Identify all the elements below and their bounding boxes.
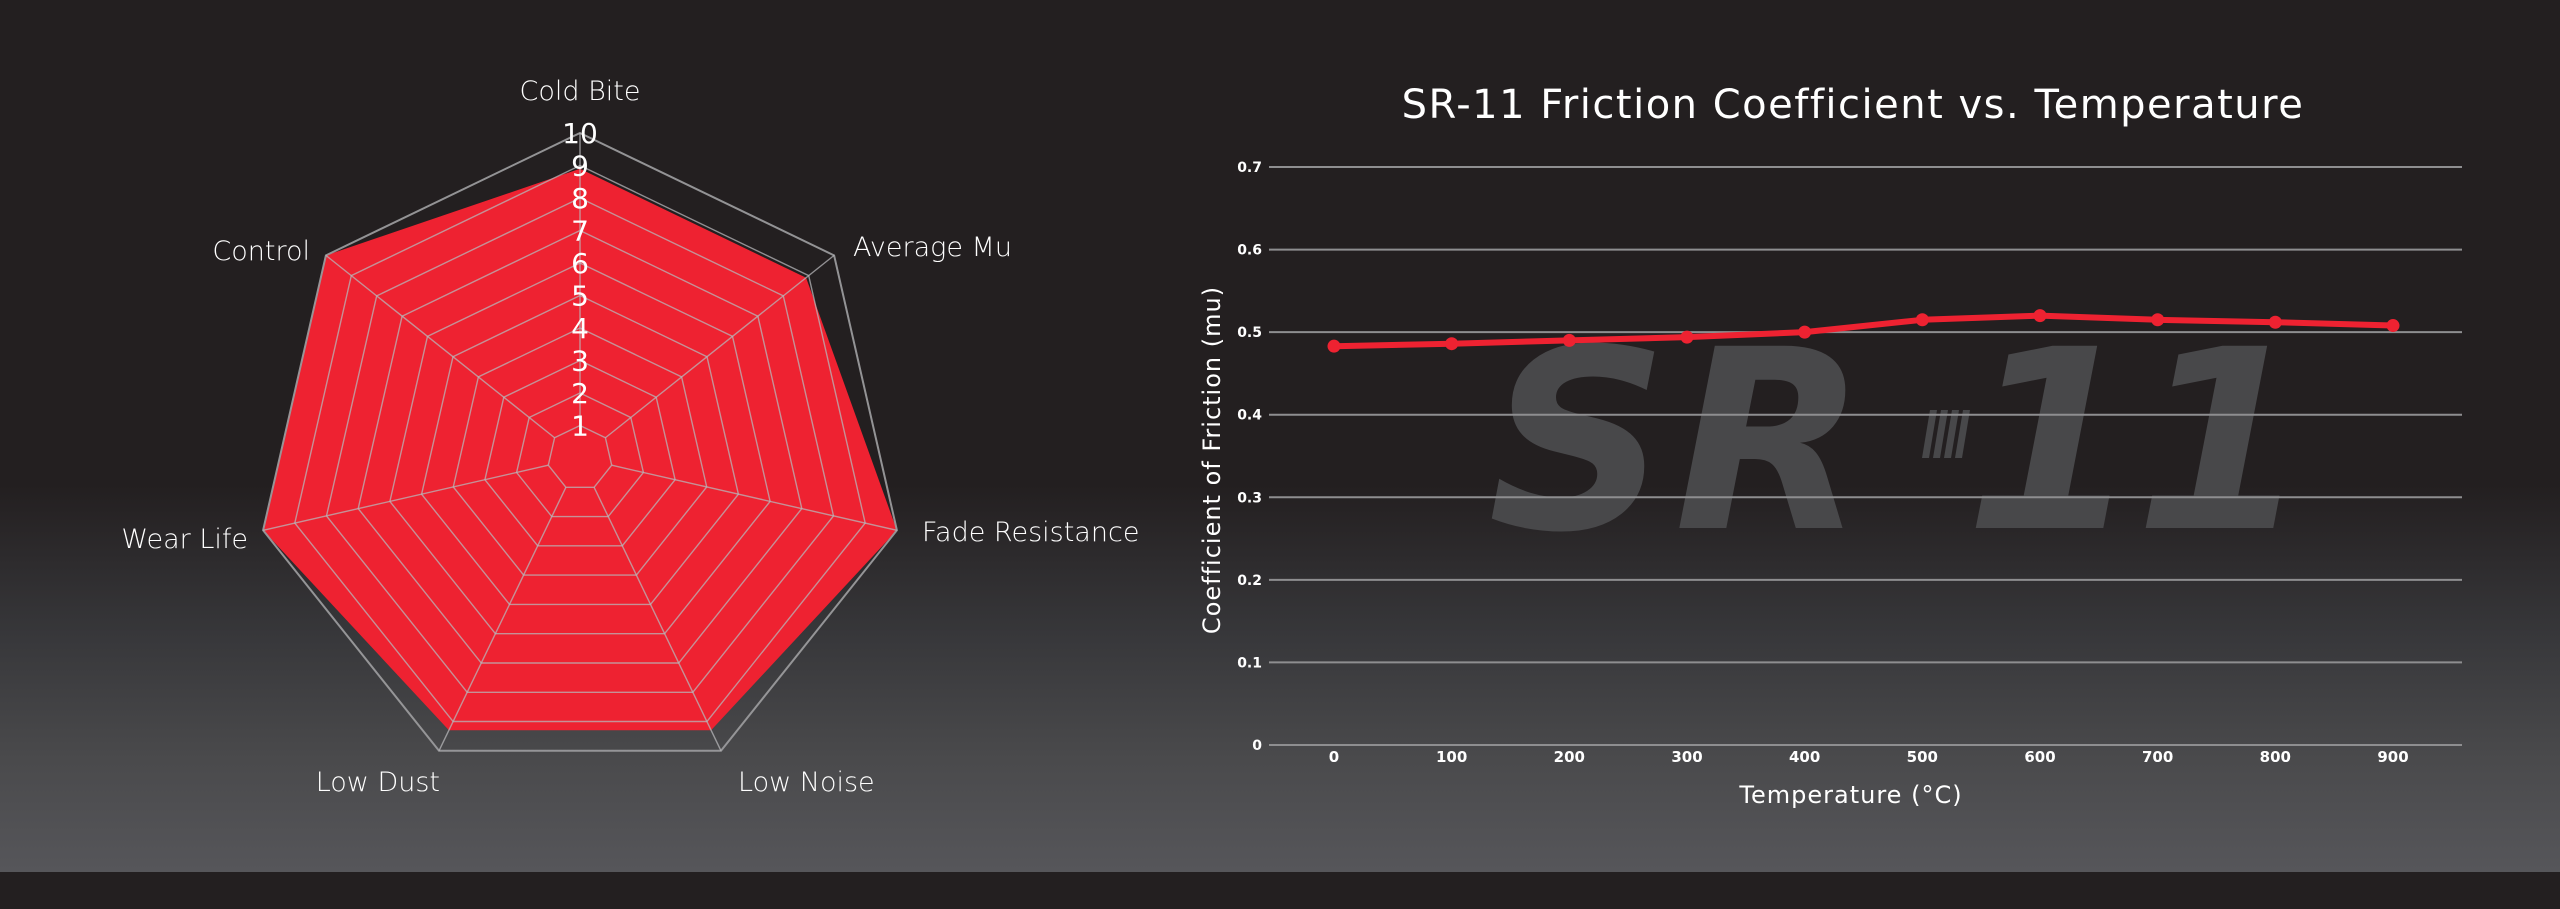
x-tick-labels: 0 100 200 300 400 500 600 700 800 900 [1329,748,2409,766]
grid-lines [1269,166,2462,746]
radar-ring-10 [262,131,898,752]
x-tick-label: 300 [1671,748,1702,766]
radar-grid-layer [262,131,898,752]
x-tick-label: 400 [1789,748,1820,766]
data-point [2033,309,2047,323]
radar-fill-layer [263,168,897,731]
data-point [1680,330,1694,344]
y-tick-label: 0.5 [1237,325,1262,341]
data-point [1327,339,1341,353]
radar-ring-2 [515,392,645,518]
radar-ring-label-8: 8 [571,182,589,215]
x-tick-label: 700 [2142,748,2173,766]
y-tick-labels: 0 0.1 0.2 0.3 0.4 0.5 0.6 0.7 [1237,160,1262,754]
radar-axis-label-low-noise: Low Noise [738,767,875,798]
watermark-number: 11 [1965,296,2305,587]
x-axis-title: Temperature (°C) [1738,781,1962,809]
x-tick-label: 800 [2260,748,2291,766]
line-chart: SR 11 SR-11 Friction Coefficient vs. Temp… [1198,82,2462,809]
radar-axis-label-average-mu: Average Mu [853,232,1012,263]
radar-ring-6 [389,262,771,635]
radar-spoke-control [325,254,556,439]
y-tick-label: 0 [1252,738,1262,754]
radar-ring-label-5: 5 [571,280,589,313]
radar-ring-label-2: 2 [571,377,589,410]
y-tick-label: 0.2 [1237,573,1262,589]
radar-spoke-low-dust [438,486,567,752]
y-tick-label: 0.6 [1237,243,1262,259]
series-layer [1327,309,2400,353]
chart-title: SR-11 Friction Coefficient vs. Temperatu… [1402,82,2305,128]
radar-spoke-fade-resistance [611,464,898,532]
radar-ring-label-10: 10 [562,117,598,150]
radar-ring-label-1: 1 [571,410,589,443]
y-tick-label: 0.7 [1237,160,1262,176]
radar-axis-label-fade-resistance: Fade Resistance [922,517,1139,548]
radar-axis-label-control: Control [212,236,310,267]
sr11-watermark: SR 11 [1488,296,2309,587]
y-tick-label: 0.3 [1237,490,1262,506]
radar-spoke-average-mu [604,254,835,439]
watermark-letters: SR [1488,296,1873,587]
radar-ring-7 [357,229,803,664]
data-point [1915,313,1929,327]
radar-axis-label-cold-bite: Cold Bite [520,76,641,107]
y-tick-label: 0.4 [1237,408,1262,424]
x-tick-label: 500 [1907,748,1938,766]
radar-ring-3 [484,359,676,547]
data-point [2268,315,2282,329]
y-axis-title: Coefficient of Friction (mu) [1198,286,1226,634]
radar-ring-label-9: 9 [571,150,589,183]
radar-ring-1 [547,424,613,488]
watermark-stripe [1944,410,1959,458]
radar-ring-label-4: 4 [571,312,589,345]
data-point [1445,337,1459,351]
radar-ring-4 [452,327,708,576]
data-point [2386,319,2400,333]
radar-ring-8 [325,197,835,693]
radar-spoke-wear-life [262,464,549,532]
x-tick-label: 100 [1436,748,1467,766]
x-tick-label: 0 [1329,748,1339,766]
radar-ring-label-3: 3 [571,345,589,378]
data-point [1798,325,1812,339]
y-tick-label: 0.1 [1237,655,1262,671]
x-tick-label: 900 [2377,748,2408,766]
radar-ring-label-7: 7 [571,215,589,248]
radar-axis-labels: Cold Bite Average Mu Fade Resistance Low… [121,76,1139,798]
data-point [1562,333,1576,347]
watermark-stripe [1955,410,1970,458]
radar-ring-9 [294,164,866,723]
radar-ring-5 [420,294,740,606]
x-tick-label: 600 [2024,748,2055,766]
data-point [2151,313,2165,327]
watermark-stripe [1922,410,1937,458]
radar-ring-label-6: 6 [571,247,589,280]
watermark-stripe [1933,410,1948,458]
series-line [1331,312,2396,350]
radar-series-polygon [263,168,897,731]
radar-spoke-low-noise [593,486,722,752]
x-tick-label: 200 [1554,748,1585,766]
radar-axis-label-wear-life: Wear Life [121,524,248,555]
radar-axis-label-low-dust: Low Dust [316,767,440,798]
